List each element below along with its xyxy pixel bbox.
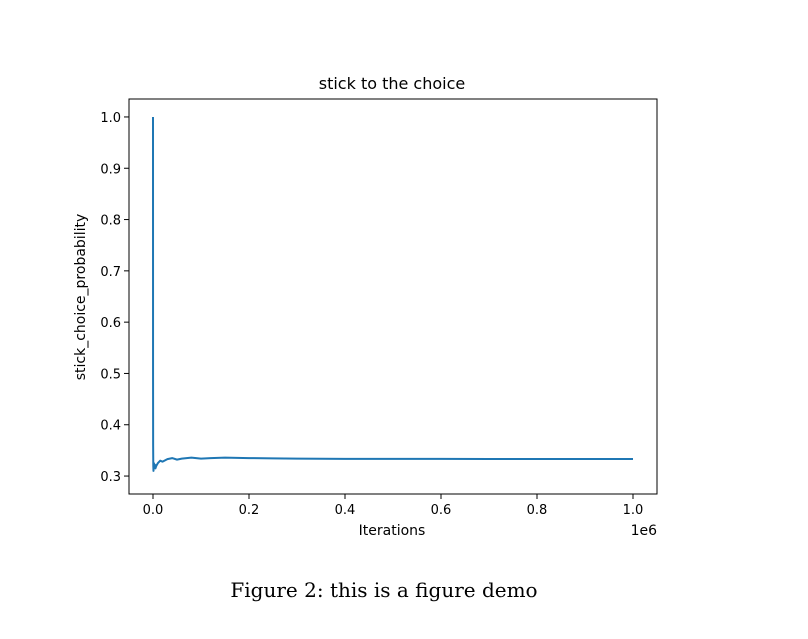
y-tick-label: 0.5	[100, 367, 121, 382]
y-tick-label: 1.0	[100, 111, 121, 126]
x-offset-label: 1e6	[631, 523, 658, 539]
y-axis-label: stick_choice_probability	[73, 214, 89, 381]
x-axis-label: Iterations	[359, 523, 426, 539]
x-tick-label: 1.0	[623, 503, 644, 518]
x-tick-label: 0.8	[527, 503, 548, 518]
x-tick-label: 0.6	[431, 503, 452, 518]
y-tick-label: 0.7	[100, 265, 121, 280]
plot-area: 0.0 0.2 0.4 0.6 0.8 1.0 0.3 0.4 0.5 0.6 0.7 0.8 0.9 1…	[100, 98, 658, 518]
x-tick-label: 0.0	[143, 503, 164, 518]
line-chart: stick to the choice 0.0 0.2 0.4 0.6 0.8 1.00.…	[73, 74, 658, 539]
x-tick-label: 0.2	[239, 503, 260, 518]
y-tick-label: 0.8	[100, 214, 121, 229]
y-tick-label: 0.9	[100, 162, 121, 177]
chart-title: stick to the choice	[319, 74, 466, 93]
series-line-0	[152, 116, 633, 472]
y-tick-label: 0.4	[100, 419, 121, 434]
y-tick-label: 0.3	[100, 470, 121, 485]
axes-frame	[128, 98, 658, 495]
x-tick-label: 0.4	[335, 503, 356, 518]
figure-caption: Figure 2: this is a figure demo	[230, 578, 538, 602]
y-tick-label: 0.6	[100, 316, 121, 331]
